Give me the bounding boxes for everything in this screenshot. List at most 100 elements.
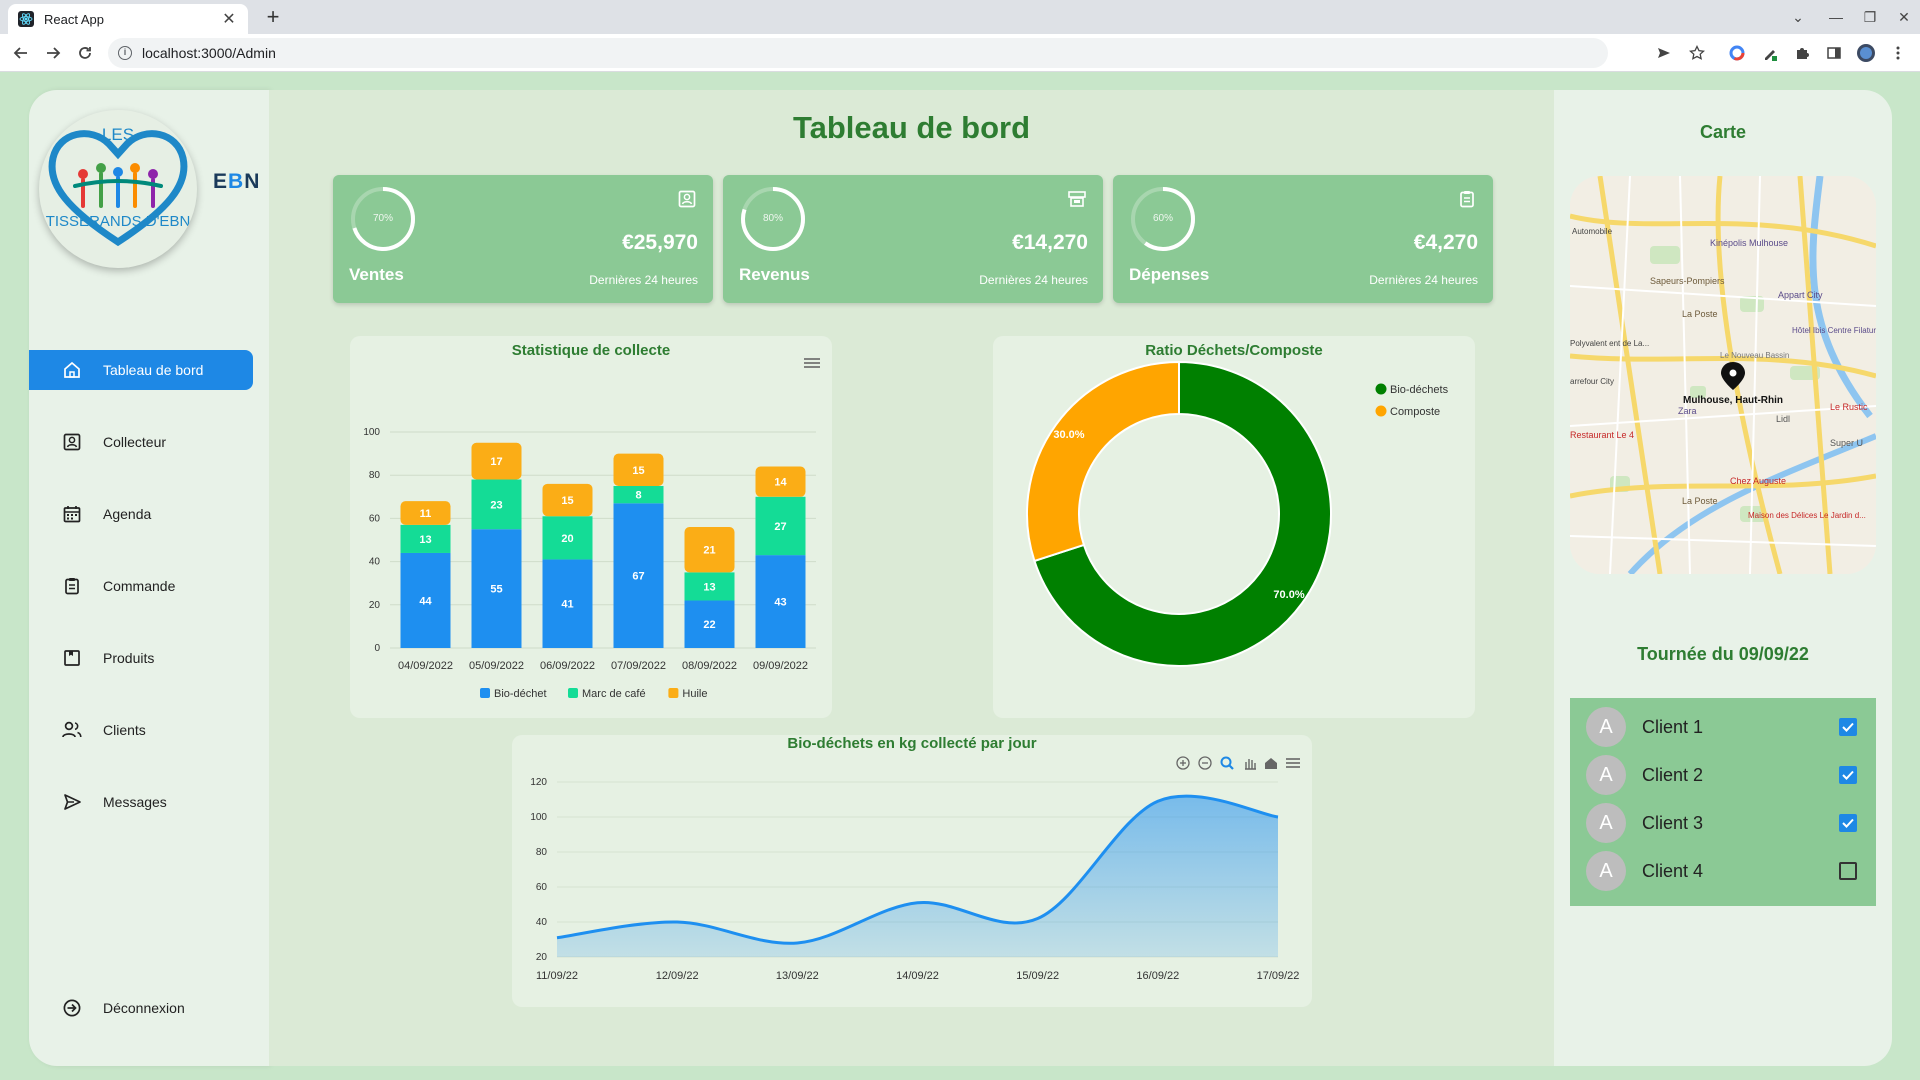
x-tick-label: 07/09/2022 (611, 660, 666, 672)
stat-percent: 70% (372, 213, 393, 224)
pen-icon[interactable] (1760, 43, 1780, 63)
y-tick-label: 100 (530, 812, 547, 823)
legend-label: Bio-déchet (494, 688, 547, 700)
star-icon[interactable] (1687, 43, 1707, 63)
logout-button[interactable]: Déconnexion (29, 988, 253, 1028)
stat-card-depenses: 60% Dépenses €4,270 Dernières 24 heures (1113, 175, 1493, 303)
bar (400, 524, 451, 553)
x-tick-label: 16/09/22 (1136, 970, 1179, 982)
close-tab-icon[interactable]: ✕ (222, 11, 236, 28)
nav-item-tableau-de-bord[interactable]: Tableau de bord (29, 350, 253, 390)
zoom-select-icon[interactable] (1219, 755, 1235, 771)
client-list: A Client 1 A Client 2 A Client 3 A Clien… (1570, 698, 1876, 906)
bar (613, 503, 664, 648)
browser-tab[interactable]: React App ✕ (8, 4, 248, 34)
y-tick-label: 40 (369, 557, 381, 568)
client-checkbox[interactable] (1839, 718, 1857, 736)
forward-button[interactable] (40, 41, 66, 65)
site-info-icon[interactable]: i (118, 46, 132, 60)
address-bar: i localhost:3000/Admin (0, 34, 1920, 72)
y-tick-label: 40 (536, 917, 548, 928)
brand-letter-b: B (228, 170, 245, 193)
restore-button[interactable]: ❐ (1863, 8, 1877, 25)
list-item[interactable]: A Client 3 (1570, 800, 1876, 846)
data-label: 55 (490, 584, 502, 596)
extension-icon[interactable] (1727, 43, 1747, 63)
puzzle-icon[interactable] (1792, 43, 1812, 63)
map-label-appart-city: Appart City (1778, 290, 1823, 300)
zoom-in-icon[interactable] (1175, 755, 1191, 771)
new-tab-button[interactable]: + (266, 4, 280, 29)
map-pin-icon[interactable] (1721, 362, 1745, 390)
legend-label: Composte (1390, 406, 1440, 418)
slice-label: 30.0% (1053, 429, 1084, 441)
list-item[interactable]: A Client 4 (1570, 848, 1876, 894)
bar (542, 516, 593, 560)
reload-button[interactable] (72, 41, 98, 65)
contact-icon (61, 431, 83, 453)
stat-label: Ventes (349, 265, 404, 284)
right-panel: Carte (1554, 90, 1892, 1066)
menu-dots-icon[interactable] (1888, 43, 1908, 63)
nav-item-clients[interactable]: Clients (29, 710, 253, 750)
reset-home-icon[interactable] (1263, 755, 1279, 771)
map-label-kinepolis: Kinépolis Mulhouse (1710, 238, 1788, 248)
x-tick-label: 13/09/22 (776, 970, 819, 982)
bar (400, 552, 451, 648)
nav-label: Produits (103, 650, 155, 666)
map-label-carrefour: arrefour City (1570, 377, 1614, 386)
home-icon (61, 359, 83, 381)
client-checkbox[interactable] (1839, 814, 1857, 832)
back-button[interactable] (8, 41, 34, 65)
nav-item-agenda[interactable]: Agenda (29, 494, 253, 534)
close-window-button[interactable]: ✕ (1898, 8, 1910, 25)
url-input[interactable]: i localhost:3000/Admin (108, 38, 1608, 68)
client-checkbox[interactable] (1839, 766, 1857, 784)
donut-chart: 70.0% 30.0% Bio-déchets Composte (1026, 360, 1449, 667)
chevron-down-icon[interactable]: ⌄ (1792, 8, 1804, 25)
slice-label: 70.0% (1273, 589, 1304, 601)
nav-label: Commande (103, 578, 176, 594)
chart-menu-icon[interactable] (802, 356, 822, 370)
bar-chart-title: Statistique de collecte (511, 342, 671, 359)
nav-item-messages[interactable]: Messages (29, 782, 253, 822)
area-fill (557, 796, 1278, 957)
map-title: Carte (1699, 122, 1747, 142)
pie-slice (1026, 360, 1180, 563)
nav-item-commande[interactable]: Commande (29, 566, 253, 606)
data-label: 44 (419, 595, 432, 607)
bar (684, 527, 735, 573)
bar (755, 466, 806, 497)
data-label: 13 (419, 534, 431, 546)
map-label-zara: Zara (1678, 406, 1697, 416)
legend-swatch (1375, 383, 1387, 395)
map[interactable]: Kinépolis Mulhouse Sapeurs-Pompiers La P… (1570, 176, 1876, 574)
avatar: A (1586, 707, 1626, 747)
legend-swatch (568, 688, 578, 698)
profile-icon[interactable] (1856, 43, 1876, 63)
data-label: 11 (420, 508, 432, 520)
zoom-out-icon[interactable] (1197, 755, 1213, 771)
side-panel-icon[interactable] (1824, 43, 1844, 63)
list-item[interactable]: A Client 1 (1570, 704, 1876, 750)
data-label: 20 (561, 533, 573, 545)
nav-item-produits[interactable]: Produits (29, 638, 253, 678)
client-checkbox[interactable] (1839, 862, 1857, 880)
bar-chart: 0 20 40 60 80 100 44 13 11 04/09/2022 55 23 17 05/09/… (363, 427, 816, 700)
send-icon[interactable] (1654, 43, 1674, 63)
y-tick-label: 60 (369, 513, 381, 524)
minimize-button[interactable]: — (1829, 9, 1843, 25)
bar (400, 501, 451, 525)
bar (542, 559, 593, 648)
y-tick-label: 80 (369, 470, 381, 481)
nav-item-collecteur[interactable]: Collecteur (29, 422, 253, 462)
bar-chart-panel: Statistique de collecte 0 20 40 60 80 100 44 13… (350, 336, 832, 718)
chart-menu-icon[interactable] (1285, 755, 1301, 771)
progress-ring (351, 187, 415, 251)
list-item[interactable]: A Client 2 (1570, 752, 1876, 798)
x-tick-label: 14/09/22 (896, 970, 939, 982)
stat-label: Revenus (739, 265, 810, 284)
bar (471, 479, 522, 530)
area-chart: 20 40 60 80 100 120 11/09/22 12/09/22 13/09/22 14… (530, 777, 1299, 982)
pan-hand-icon[interactable] (1241, 755, 1257, 771)
